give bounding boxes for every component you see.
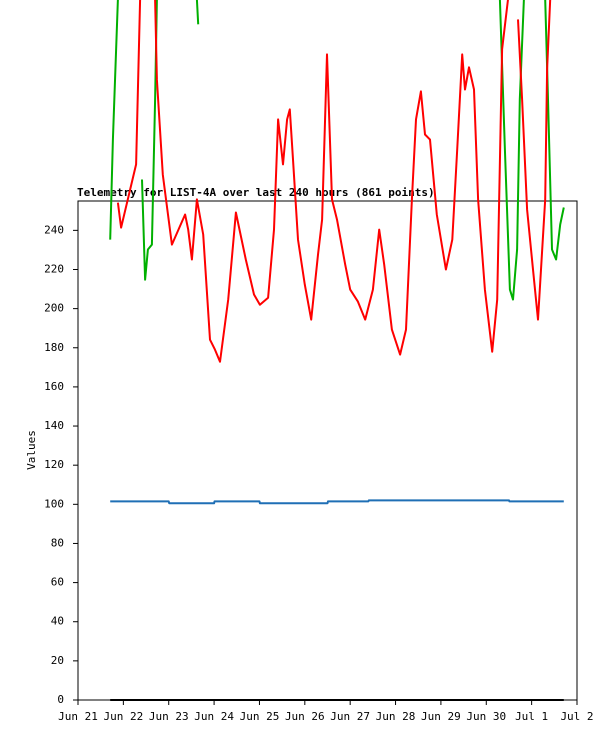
y-tick-label: 60 — [51, 576, 64, 589]
y-tick-label: 200 — [44, 302, 64, 315]
y-tick-label: 240 — [44, 223, 64, 236]
x-tick-label: Jun 30 — [466, 710, 506, 723]
x-tick-label: Jun 22 — [103, 710, 143, 723]
x-tick-label: Jun 21 — [58, 710, 98, 723]
y-tick-label: 0 — [57, 693, 64, 706]
series-line — [109, 0, 565, 301]
y-tick-label: 100 — [44, 497, 64, 510]
y-tick-label: 220 — [44, 262, 64, 275]
x-tick-label: Jun 28 — [376, 710, 416, 723]
y-tick-label: 180 — [44, 341, 64, 354]
y-tick-label: 20 — [51, 654, 64, 667]
x-tick-label: Jul 2 — [560, 710, 593, 723]
x-tick-label: Jul 1 — [515, 710, 548, 723]
y-tick-label: 160 — [44, 380, 64, 393]
series-line — [116, 0, 552, 363]
x-tick-label: Jun 27 — [330, 710, 370, 723]
series-line — [110, 499, 564, 505]
y-tick-label: 120 — [44, 458, 64, 471]
plot-frame — [77, 200, 578, 701]
x-tick-label: Jun 26 — [285, 710, 325, 723]
y-axis-label: Values — [25, 430, 38, 470]
x-tick-label: Jun 25 — [240, 710, 280, 723]
x-tick-label: Jun 23 — [149, 710, 189, 723]
y-tick-label: 140 — [44, 419, 64, 432]
y-tick-label: 40 — [51, 615, 64, 628]
y-tick-label: 80 — [51, 536, 64, 549]
x-tick-label: Jun 24 — [194, 710, 234, 723]
x-tick-label: Jun 29 — [421, 710, 461, 723]
